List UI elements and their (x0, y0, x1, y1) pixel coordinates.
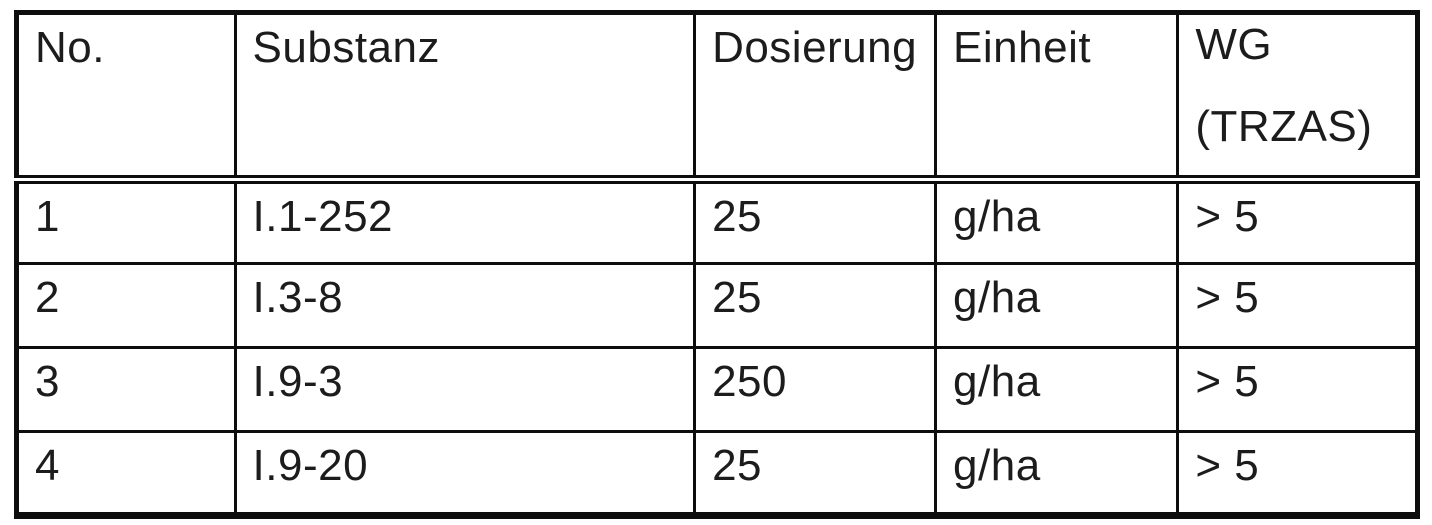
cell-no: 1 (15, 178, 237, 265)
cell-dosierung: 25 (693, 178, 938, 265)
col-header-einheit-label: Einheit (953, 23, 1092, 72)
col-header-substanz-label: Substanz (252, 23, 441, 72)
cell-substanz: I.9-20 (233, 430, 697, 517)
cell-substanz: I.1-252 (233, 178, 697, 265)
cell-einheit: g/ha (934, 430, 1180, 517)
col-header-no-label: No. (35, 23, 105, 72)
cell-no: 2 (15, 262, 237, 349)
cell-wg: > 5 (1176, 346, 1419, 433)
cell-substanz: I.3-8 (233, 262, 697, 349)
table-row: 1 I.1-252 25 g/ha > 5 (15, 178, 1419, 265)
col-header-dosierung-label: Dosierung (712, 23, 918, 72)
cell-einheit: g/ha (934, 262, 1180, 349)
cell-no: 4 (15, 430, 237, 517)
col-header-no: No. (15, 11, 237, 184)
col-header-dosierung: Dosierung (693, 11, 938, 184)
table-row: 3 I.9-3 250 g/ha > 5 (15, 346, 1419, 433)
col-header-einheit: Einheit (934, 11, 1180, 184)
cell-wg: > 5 (1176, 178, 1419, 265)
cell-no: 3 (15, 346, 237, 433)
cell-dosierung: 25 (693, 262, 938, 349)
cell-wg: > 5 (1176, 430, 1419, 517)
header-row: No. Substanz Dosierung Einheit WG (TRZAS… (15, 11, 1419, 184)
table-row: 4 I.9-20 25 g/ha > 5 (15, 430, 1419, 517)
cell-dosierung: 250 (693, 346, 938, 433)
substance-dosage-table: No. Substanz Dosierung Einheit WG (TRZAS… (14, 10, 1420, 519)
cell-einheit: g/ha (934, 346, 1180, 433)
cell-einheit: g/ha (934, 178, 1180, 265)
cell-dosierung: 25 (693, 430, 938, 517)
cell-wg: > 5 (1176, 262, 1419, 349)
col-header-wg-label-line1: WG (1195, 20, 1273, 69)
table-row: 2 I.3-8 25 g/ha > 5 (15, 262, 1419, 349)
cell-substanz: I.9-3 (233, 346, 697, 433)
col-header-substanz: Substanz (233, 11, 697, 184)
col-header-wg-label-line2: (TRZAS) (1195, 102, 1373, 151)
col-header-wg-trzas: WG (TRZAS) (1176, 11, 1419, 184)
